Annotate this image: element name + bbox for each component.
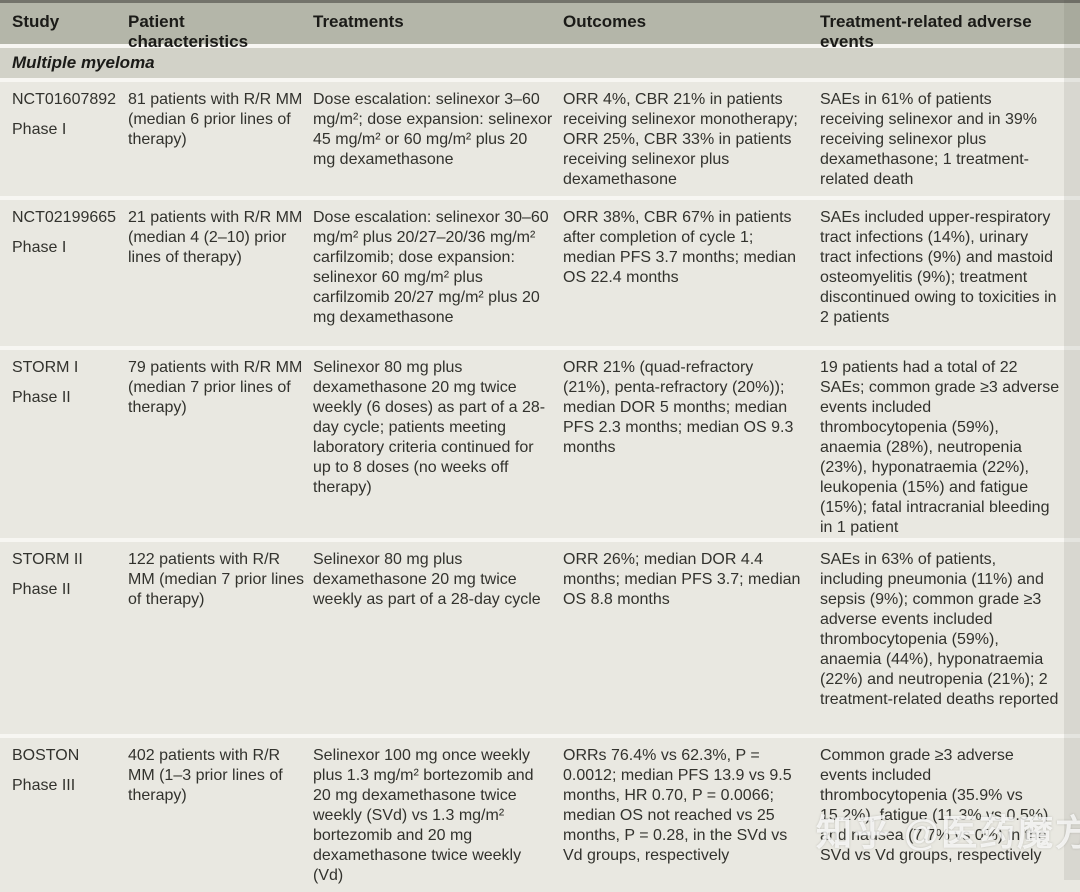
cell-adverse-events: SAEs in 61% of patients receiving seline… [820,91,1038,188]
cell-patient-characteristics: 122 patients with R/R MM (median 7 prior… [128,551,305,608]
cell-adverse-events: 19 patients had a total of 22 SAEs; comm… [820,359,1060,536]
column-header-outcomes: Outcomes [563,12,647,31]
cell-outcomes: ORR 38%, CBR 67% in patients after compl… [563,209,797,286]
cell-study: NCT02199665 Phase I [0,200,128,346]
cell-patient-characteristics: 79 patients with R/R MM (median 7 prior … [128,359,303,416]
cell-study: STORM II Phase II [0,542,128,734]
study-id: BOSTON [12,747,80,764]
study-id: NCT02199665 [12,209,117,226]
cell-treatments: Dose escalation: selinexor 30–60 mg/m² p… [313,209,549,326]
study-id: STORM I [12,359,79,376]
study-id: STORM II [12,551,83,568]
cell-treatments: Selinexor 100 mg once weekly plus 1.3 mg… [313,747,534,884]
study-phase: Phase II [12,581,71,598]
cell-study: BOSTON Phase III [0,738,128,892]
study-phase: Phase II [12,389,71,406]
table-row: STORM I Phase II 79 patients with R/R MM… [0,350,1080,538]
table-row: STORM II Phase II 122 patients with R/R … [0,542,1080,734]
cell-outcomes: ORR 4%, CBR 21% in patients receiving se… [563,91,798,188]
cell-patient-characteristics: 402 patients with R/R MM (1–3 prior line… [128,747,283,804]
cell-patient-characteristics: 21 patients with R/R MM (median 4 (2–10)… [128,209,303,266]
study-phase: Phase I [12,239,67,256]
cell-adverse-events: Common grade ≥3 adverse events included … [820,747,1049,864]
cell-outcomes: ORR 21% (quad-refractory (21%), penta-re… [563,359,794,456]
cell-adverse-events: SAEs in 63% of patients, including pneum… [820,551,1059,708]
cell-treatments: Selinexor 80 mg plus dexamethasone 20 mg… [313,359,546,496]
cell-adverse-events: SAEs included upper-respiratory tract in… [820,209,1057,326]
cell-outcomes: ORRs 76.4% vs 62.3%, P = 0.0012; median … [563,747,792,864]
section-header-multiple-myeloma: Multiple myeloma [0,48,1080,78]
cell-study: STORM I Phase II [0,350,128,544]
table-header-row: Study Patient characteristics Treatments… [0,3,1080,51]
study-phase: Phase III [12,777,76,794]
table-row: NCT02199665 Phase I 21 patients with R/R… [0,200,1080,346]
cell-study: NCT01607892 Phase I [0,82,128,196]
column-header-patient-characteristics: Patient characteristics [128,12,249,51]
column-header-treatments: Treatments [313,12,404,31]
table-row: BOSTON Phase III 402 patients with R/R M… [0,738,1080,892]
study-id: NCT01607892 [12,91,117,108]
cell-treatments: Dose escalation: selinexor 3–60 mg/m²; d… [313,91,553,168]
column-header-adverse-events: Treatment-related adverse events [820,12,1032,51]
cell-outcomes: ORR 26%; median DOR 4.4 months; median P… [563,551,801,608]
table-row: NCT01607892 Phase I 81 patients with R/R… [0,82,1080,196]
cell-treatments: Selinexor 80 mg plus dexamethasone 20 mg… [313,551,541,608]
cell-patient-characteristics: 81 patients with R/R MM (median 6 prior … [128,91,303,148]
column-header-study: Study [12,12,60,31]
study-phase: Phase I [12,121,67,138]
